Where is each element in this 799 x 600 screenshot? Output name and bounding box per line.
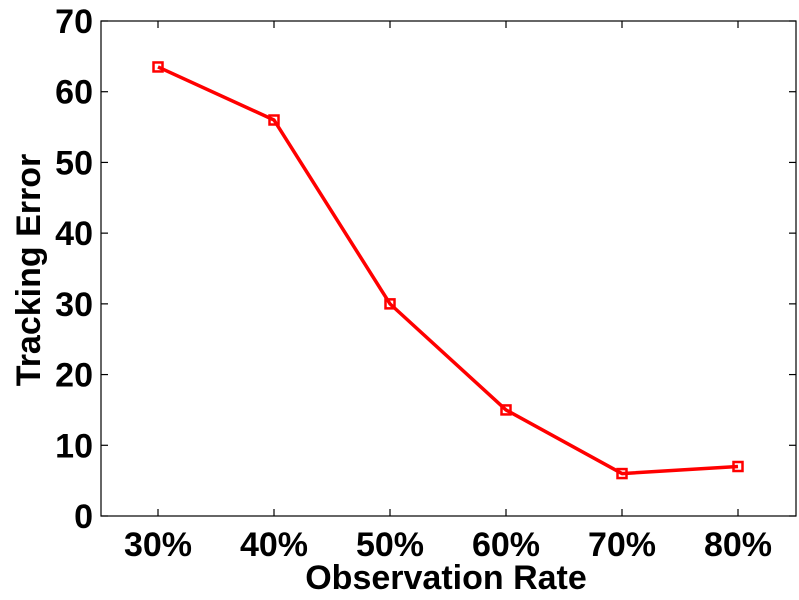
y-tick-label: 10 — [55, 427, 93, 465]
y-tick-label: 30 — [55, 286, 93, 324]
x-tick-label: 40% — [240, 526, 308, 564]
x-tick-label: 50% — [356, 526, 424, 564]
data-point — [152, 61, 164, 73]
y-tick-label: 50 — [55, 144, 93, 182]
y-tick-label: 70 — [55, 3, 93, 41]
y-tick-label: 60 — [55, 74, 93, 112]
data-point — [384, 298, 396, 310]
x-tick-label: 30% — [124, 526, 192, 564]
x-tick-label: 80% — [704, 526, 772, 564]
y-tick-label: 0 — [74, 498, 93, 536]
data-point — [732, 460, 744, 473]
series-line — [157, 65, 739, 476]
data-point — [616, 467, 628, 480]
x-tick-label: 70% — [588, 526, 656, 564]
plot-border — [100, 20, 797, 517]
x-axis: 30% 40% 50% 60% 70% 80% — [124, 21, 772, 564]
series-layer — [152, 61, 744, 480]
data-point — [268, 114, 280, 126]
plot-frame — [100, 20, 797, 517]
y-tick-label: 40 — [55, 215, 93, 253]
x-tick-label: 60% — [472, 526, 540, 564]
y-axis: 0 10 20 30 40 50 60 70 — [55, 3, 796, 536]
y-tick-label: 20 — [55, 357, 93, 395]
x-axis-label: Observation Rate — [305, 559, 587, 597]
data-point — [500, 404, 512, 416]
y-axis-label: Tracking Error — [10, 154, 48, 386]
